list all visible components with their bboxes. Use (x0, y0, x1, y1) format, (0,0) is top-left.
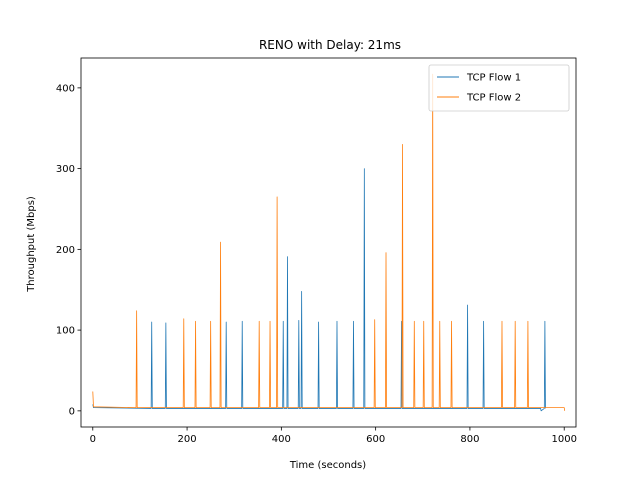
legend-box (428, 64, 570, 112)
x-axis-label: Time (seconds) (289, 460, 366, 471)
plot-area (80, 57, 577, 428)
x-tick-label: 800 (460, 434, 479, 445)
x-tick-label: 0 (90, 434, 96, 445)
y-tick-label: 300 (56, 164, 75, 175)
y-axis: 0 100 200 300 400 (56, 83, 81, 417)
y-tick-label: 0 (69, 406, 75, 417)
legend-label-flow-2: TCP Flow 2 (466, 93, 521, 104)
x-tick-label: 600 (366, 434, 385, 445)
legend-label-flow-1: TCP Flow 1 (466, 73, 521, 84)
plot-frame (80, 57, 577, 428)
y-axis-label: Throughput (Mbps) (26, 196, 37, 293)
y-tick-label: 400 (56, 83, 75, 94)
x-tick-label: 200 (178, 434, 197, 445)
y-tick-label: 200 (56, 245, 75, 256)
x-axis: 0 200 400 600 800 1000 (90, 427, 577, 445)
x-tick-label: 400 (272, 434, 291, 445)
x-tick-label: 1000 (551, 434, 576, 445)
y-tick-label: 100 (56, 326, 75, 337)
series-line-flow-1 (92, 168, 546, 412)
legend: TCP Flow 1 TCP Flow 2 (428, 64, 570, 112)
series-line-flow-2 (92, 73, 566, 411)
chart-title: RENO with Delay: 21ms (259, 38, 401, 52)
